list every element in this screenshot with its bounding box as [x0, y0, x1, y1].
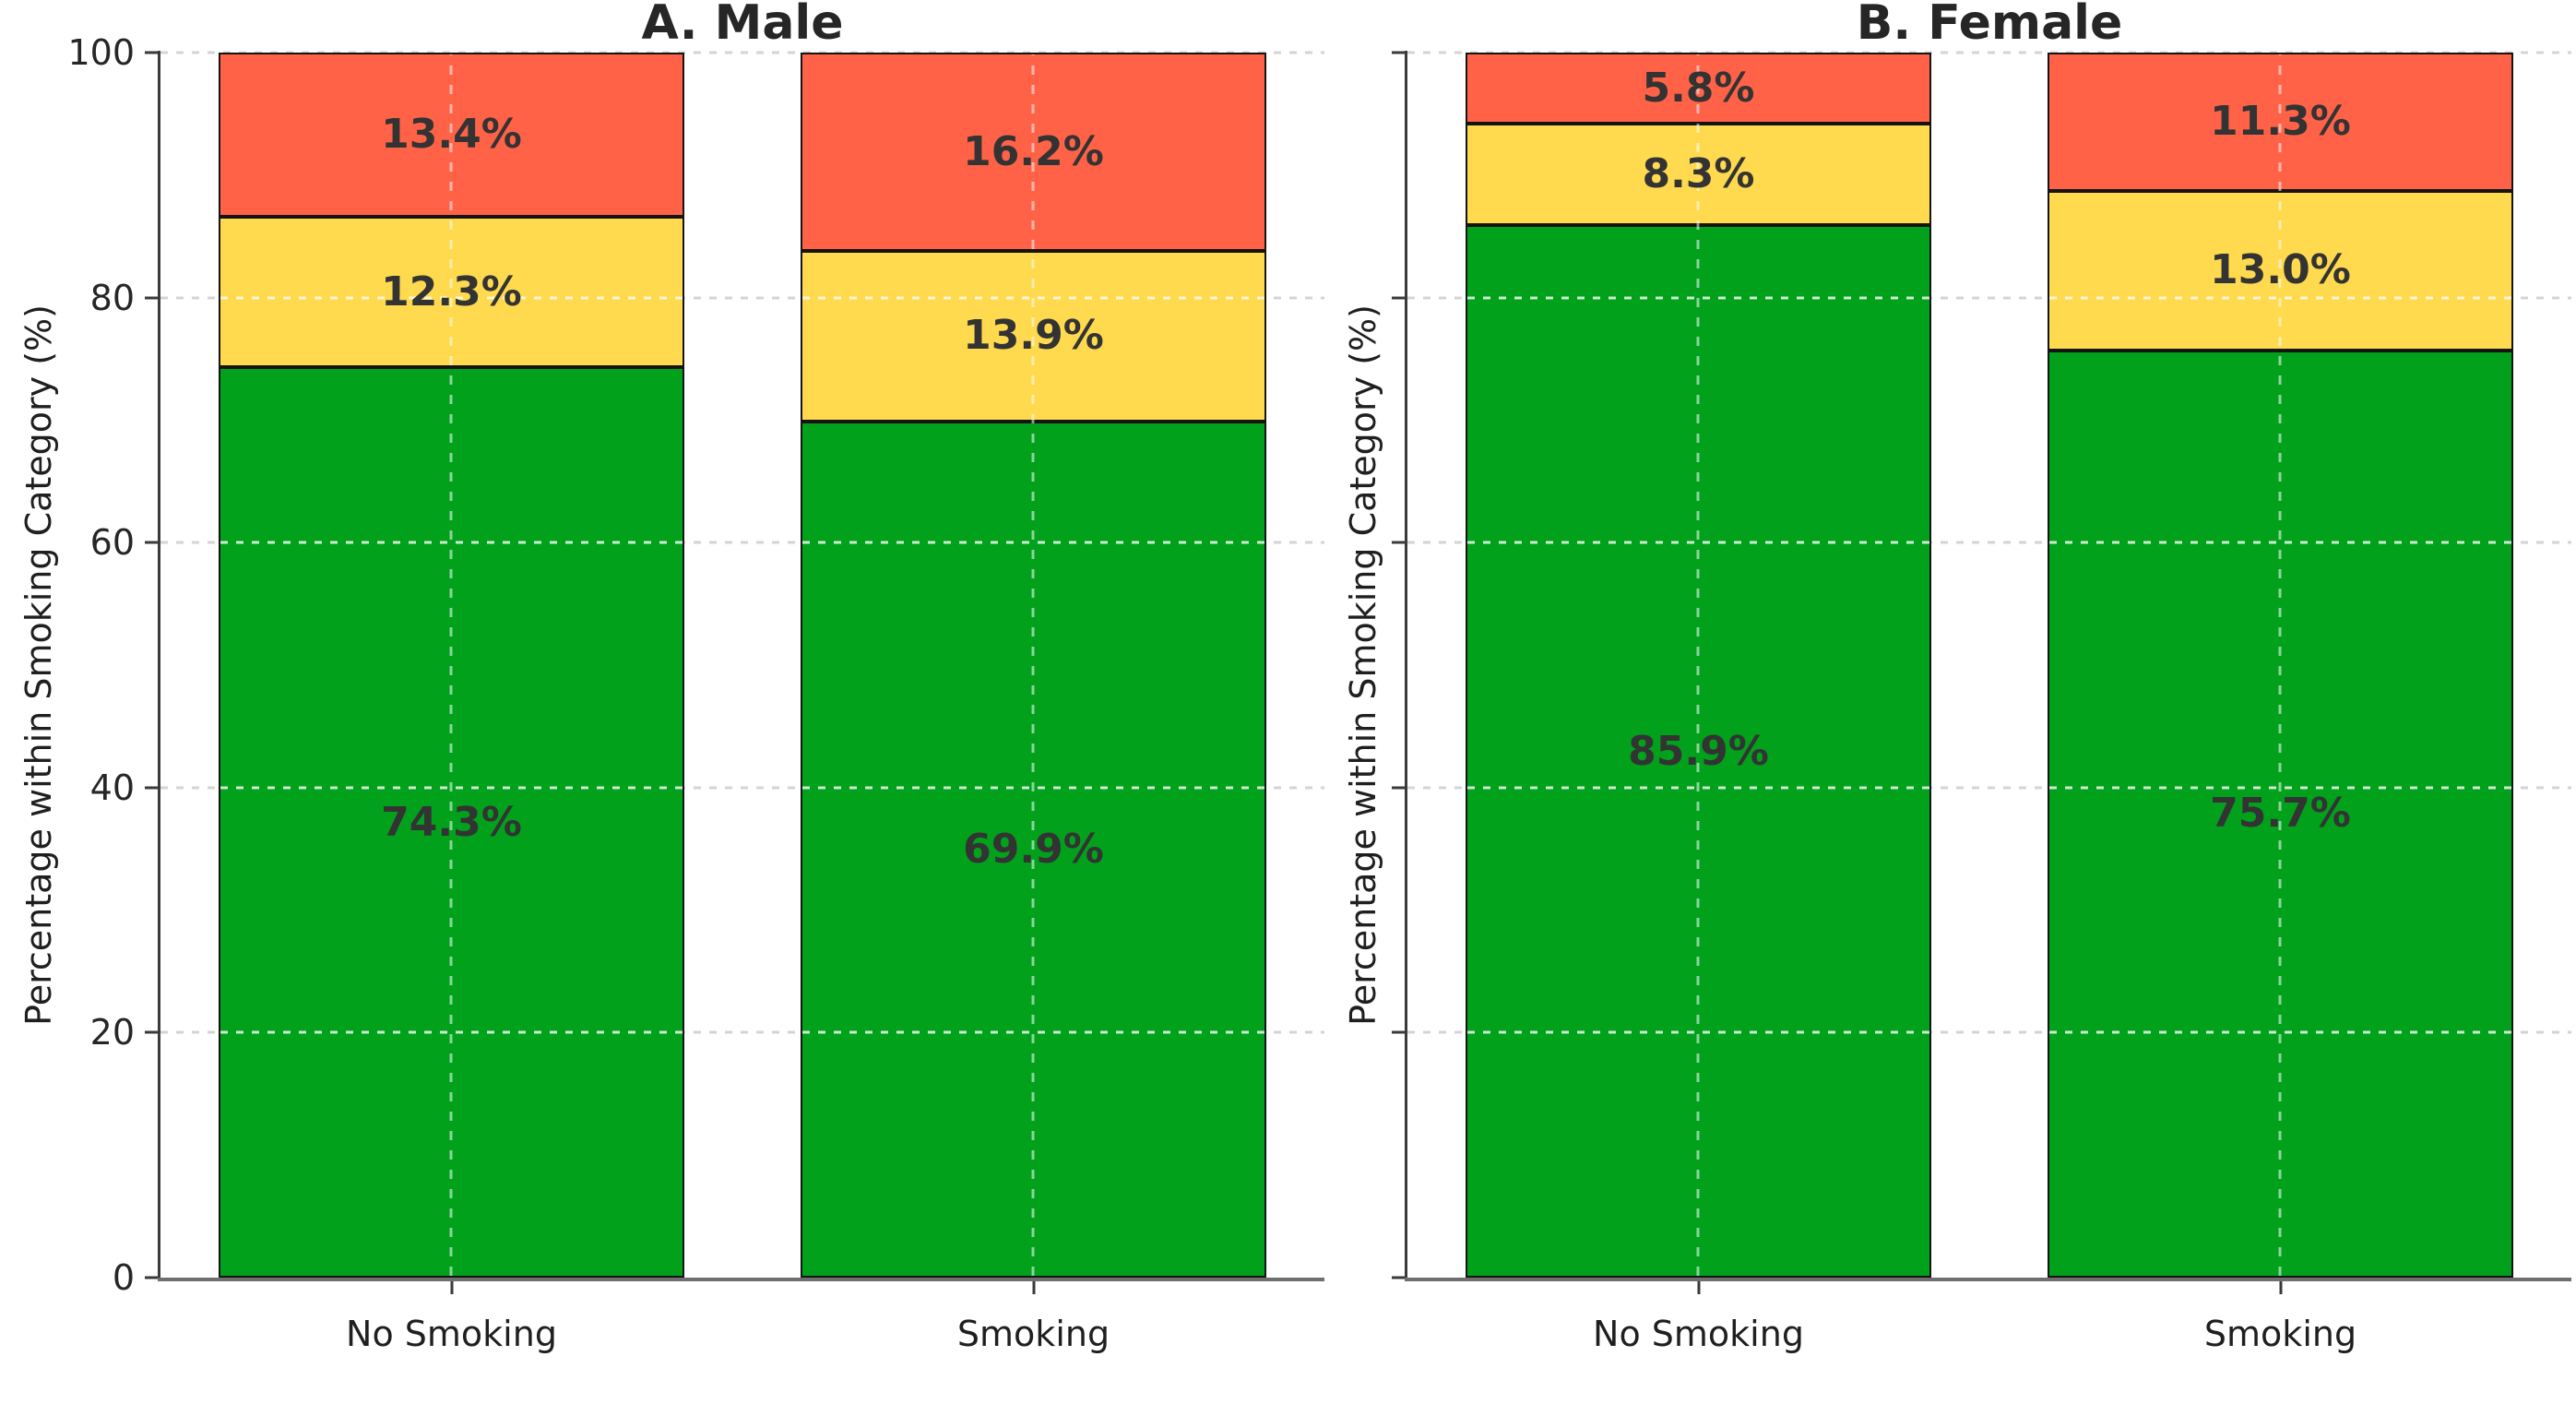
- segment-value-label: 13.9%: [963, 312, 1104, 360]
- bar-center-gridline: [1031, 54, 1035, 1276]
- gridline-20: [160, 1030, 1324, 1034]
- y-axis-label-female: Percentage within Smoking Category (%): [1334, 53, 1393, 1278]
- gridline-20: [1407, 1030, 2571, 1034]
- gridline-80: [1407, 296, 2571, 300]
- y-tick-label-80: 80: [89, 277, 135, 318]
- x-tick-label-smoking: Smoking: [956, 1314, 1110, 1354]
- segment-value-label: 13.4%: [381, 110, 522, 158]
- x-tick-label-no-smoking: No Smoking: [1593, 1314, 1804, 1354]
- segment-value-label: 13.0%: [2210, 246, 2351, 294]
- gridline-100: [1407, 51, 2571, 54]
- gridline-80: [160, 296, 1324, 300]
- segment-value-label: 69.9%: [963, 825, 1104, 873]
- bar-center-gridline: [449, 54, 453, 1276]
- bar-no-smoking: 74.3% 12.3% 13.4%: [219, 53, 684, 1278]
- y-tick-0: [1392, 1276, 1405, 1279]
- x-tick-no-smoking: [450, 1281, 453, 1294]
- y-tick-20: [1392, 1030, 1405, 1034]
- y-tick-label-0: 0: [112, 1257, 135, 1298]
- y-tick-label-100: 100: [67, 32, 135, 73]
- y-tick-label-20: 20: [89, 1012, 135, 1053]
- y-tick-label-60: 60: [89, 522, 135, 564]
- bar-center-gridline: [1696, 54, 1700, 1276]
- segment-value-label: 85.9%: [1628, 727, 1769, 775]
- panel-male-plot-area: 74.3% 12.3% 13.4% No Smoking 69.9% 13.9% 16.2%…: [67, 35, 1324, 1351]
- segment-value-label: 8.3%: [1642, 150, 1755, 198]
- y-tick-80: [1392, 296, 1405, 300]
- y-tick-40: [145, 786, 158, 790]
- gridline-100: [160, 51, 1324, 54]
- segment-value-label: 11.3%: [2210, 98, 2351, 146]
- bar-no-smoking: 85.9% 8.3% 5.8%: [1466, 53, 1931, 1278]
- gridline-40: [1407, 786, 2571, 790]
- y-tick-60: [1392, 541, 1405, 544]
- x-tick-no-smoking: [1697, 1281, 1700, 1294]
- x-tick-label-no-smoking: No Smoking: [346, 1314, 557, 1354]
- segment-value-label: 74.3%: [381, 798, 522, 846]
- segment-value-label: 12.3%: [381, 268, 522, 315]
- segment-value-label: 5.8%: [1642, 64, 1755, 112]
- gridline-40: [160, 786, 1324, 790]
- y-tick-100: [145, 51, 158, 54]
- panel-male: A. Male 74.3% 12.3% 13.4% No Smoking 69.9% 13…: [67, 0, 1324, 1351]
- panel-female-plot-area: 85.9% 8.3% 5.8% No Smoking 75.7% 13.0% 11.3% Sm…: [1392, 51, 2571, 1351]
- y-tick-80: [145, 296, 158, 300]
- panel-male-title: A. Male: [641, 0, 844, 51]
- x-tick-smoking: [2279, 1281, 2282, 1294]
- panel-female: B. Female 85.9% 8.3% 5.8% No Smoking 75.7% 13…: [1392, 0, 2571, 1351]
- y-tick-0: [145, 1276, 158, 1279]
- bar-smoking: 75.7% 13.0% 11.3%: [2048, 53, 2513, 1278]
- gridline-60: [1407, 541, 2571, 544]
- x-tick-label-smoking: Smoking: [2203, 1314, 2357, 1354]
- y-axis-label-male-text: Percentage within Smoking Category (%): [18, 304, 59, 1026]
- y-axis-label-female-text: Percentage within Smoking Category (%): [1343, 304, 1383, 1026]
- y-tick-label-40: 40: [89, 767, 135, 808]
- panel-female-title: B. Female: [1856, 0, 2123, 51]
- y-tick-40: [1392, 786, 1405, 790]
- bar-center-gridline: [2278, 54, 2282, 1276]
- bar-smoking: 69.9% 13.9% 16.2%: [801, 53, 1266, 1278]
- y-tick-100: [1392, 51, 1405, 54]
- segment-value-label: 16.2%: [963, 127, 1104, 175]
- y-axis-label-male: Percentage within Smoking Category (%): [9, 53, 68, 1278]
- segment-value-label: 75.7%: [2210, 790, 2351, 838]
- x-tick-smoking: [1032, 1281, 1035, 1294]
- y-tick-20: [145, 1030, 158, 1034]
- gridline-60: [160, 541, 1324, 544]
- y-tick-60: [145, 541, 158, 544]
